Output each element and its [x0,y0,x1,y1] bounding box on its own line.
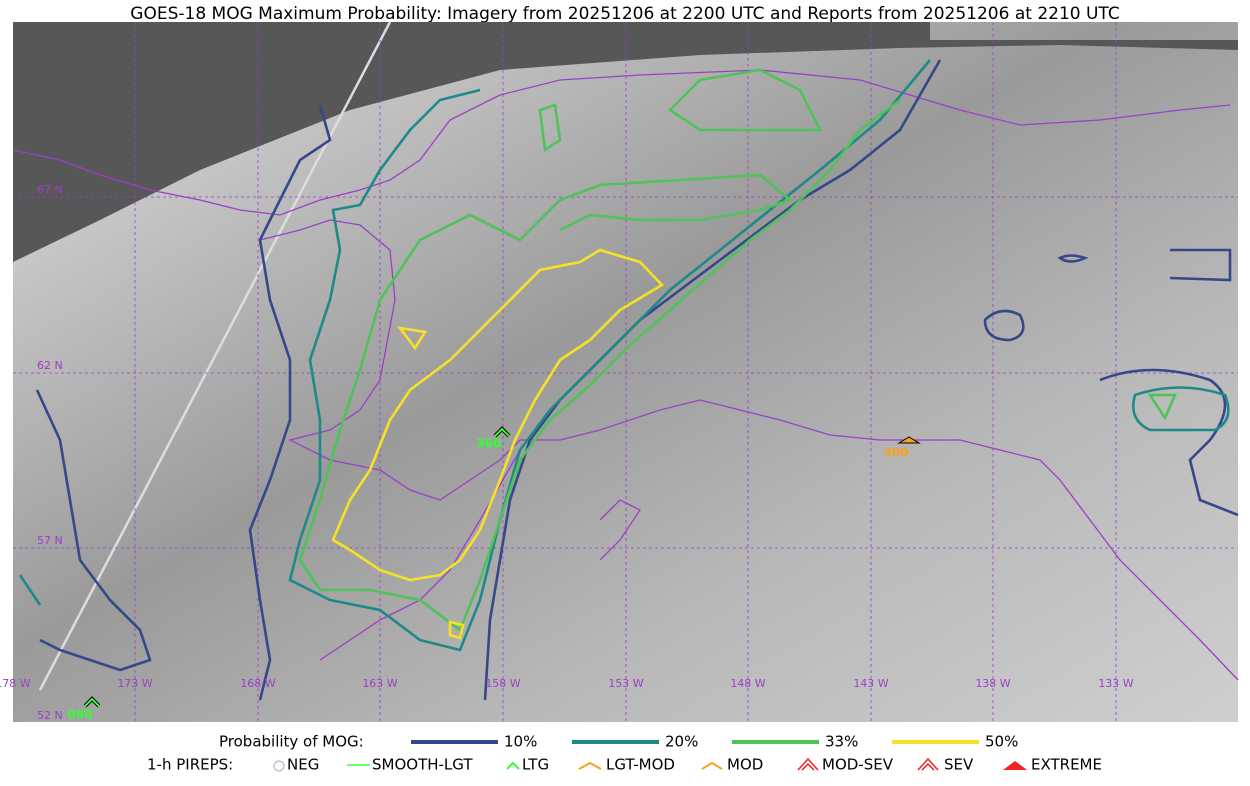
lon-label: 133 W [1098,677,1133,690]
title: GOES-18 MOG Maximum Probability: Imagery… [130,4,1119,24]
reports: 360 300 090 [67,426,921,722]
lat-label: 67 N [37,183,63,196]
lon-labels: 178 W 173 W 168 W 163 W 158 W 153 W 148 … [0,677,1134,690]
legend-label: 10% [504,733,537,751]
grid [13,22,1238,722]
lon-label: 158 W [485,677,520,690]
report-label: 360 [476,437,501,451]
lon-label: 178 W [0,677,31,690]
contours [18,59,1239,701]
legend-title: Probability of MOG: [219,733,364,751]
legend-icon [701,761,723,770]
legend-title: 1-h PIREPS: [147,756,233,774]
legend-icon [797,757,819,771]
legend-icon [273,760,285,772]
lat-labels: 67 N 62 N 57 N 52 N [37,183,63,722]
legend-label: LGT-MOD [606,756,675,774]
legend-label: NEG [287,756,319,774]
report-icon [494,427,510,437]
report-icon [897,436,921,444]
map: 67 N 62 N 57 N 52 N 178 W 173 W 168 W 16… [0,21,1239,722]
legend-icon [506,761,520,770]
lon-label: 168 W [240,677,275,690]
lon-label: 148 W [730,677,765,690]
lon-label: 173 W [117,677,152,690]
lat-label: 57 N [37,534,63,547]
lon-label: 138 W [975,677,1010,690]
legend-label: 50% [985,733,1018,751]
lat-label: 52 N [37,709,63,722]
orbit-line [38,21,392,691]
dark-region [13,22,1238,262]
legend-label: LTG [522,756,549,774]
report-icon [84,697,100,707]
legend-icon [1003,761,1027,770]
lat-label: 62 N [37,359,63,372]
legend-label: SEV [944,756,974,774]
report-label: 090 [67,708,92,722]
legend-icon [917,757,939,771]
legend: Probability of MOG: 10% 20% 33% 50% 1-h … [147,733,1102,774]
legend-icon [578,761,602,770]
lon-label: 163 W [362,677,397,690]
legend-label: 20% [665,733,698,751]
report-label: 300 [883,446,908,460]
legend-label: EXTREME [1031,756,1102,774]
lon-label: 153 W [608,677,643,690]
legend-label: SMOOTH-LGT [372,756,473,774]
legend-label: MOD [727,756,763,774]
legend-label: MOD-SEV [822,756,894,774]
legend-label: 33% [825,733,858,751]
lon-label: 143 W [853,677,888,690]
